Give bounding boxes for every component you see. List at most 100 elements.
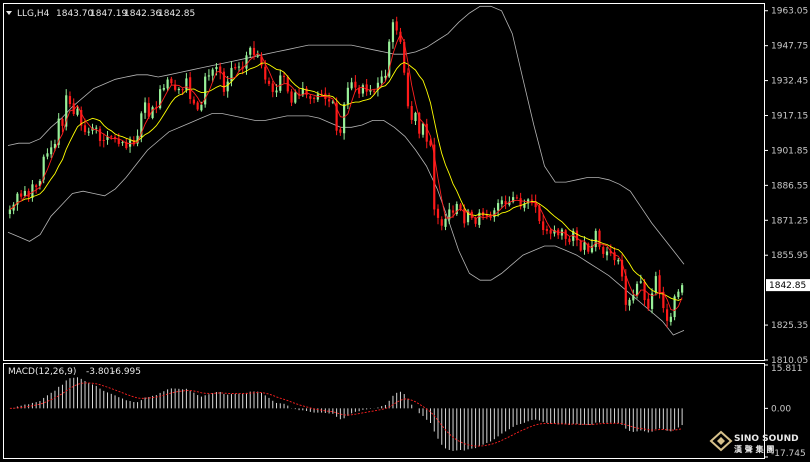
candle (31, 180, 34, 202)
candle (279, 69, 282, 93)
candle (429, 138, 432, 147)
logo-text-en: SINO SOUND (734, 434, 799, 444)
candle (643, 278, 646, 306)
candle (143, 97, 147, 119)
candle (406, 68, 410, 109)
candle (46, 148, 49, 160)
candle (309, 94, 312, 105)
candle (380, 70, 383, 87)
low-value: 1842.36 (124, 9, 161, 19)
candle (459, 202, 462, 212)
candle (136, 129, 139, 147)
candle (339, 126, 342, 136)
price-tick-label: 1963.05 (771, 7, 808, 17)
candle (620, 254, 624, 282)
candle (549, 228, 552, 240)
macd-tick-label: -17.745 (771, 449, 806, 459)
candle (542, 215, 545, 236)
candle (497, 199, 500, 217)
candle (410, 101, 413, 124)
candle (666, 303, 669, 328)
candle (189, 72, 192, 104)
macd-plot-frame (3, 363, 765, 459)
candle (215, 63, 218, 76)
candle (414, 111, 417, 126)
candle (568, 236, 571, 245)
candle (57, 113, 60, 149)
macd-main-value: -3.801 (86, 367, 115, 377)
candle (662, 286, 665, 313)
candle (508, 196, 511, 207)
price-tick-label: 1825.35 (771, 321, 808, 331)
macd-signal-path (9, 382, 683, 447)
moving-averages (9, 33, 683, 311)
candle (237, 62, 241, 72)
candle (478, 209, 481, 228)
candle (343, 102, 346, 140)
candle (545, 225, 549, 235)
price-tick-label: 1901.85 (771, 146, 808, 156)
candle (384, 69, 387, 81)
candle (354, 75, 357, 93)
triangle-down-icon[interactable] (6, 11, 12, 15)
candle (335, 97, 338, 136)
candle (395, 16, 398, 35)
price-tick-label: 1917.15 (771, 112, 808, 122)
ma-slow-line (9, 33, 683, 311)
candle (425, 118, 428, 149)
candle (65, 89, 68, 131)
price-tick-label: 1932.45 (771, 77, 808, 87)
price-tick-label: 1871.25 (771, 216, 808, 226)
macd-title: MACD(12,26,9) (8, 367, 76, 377)
candle (455, 201, 458, 216)
candle (583, 236, 586, 255)
candle (226, 75, 229, 98)
candle (361, 83, 364, 97)
candle (102, 133, 105, 148)
candle (504, 195, 507, 210)
candle (125, 138, 128, 150)
bollinger-lower (7, 113, 685, 336)
candle (331, 100, 334, 105)
candle (328, 92, 331, 108)
candle (527, 198, 530, 210)
candle (20, 189, 23, 200)
candle (177, 87, 180, 94)
candle (376, 77, 380, 97)
open-value: 1843.70 (56, 9, 93, 19)
candle (211, 67, 214, 82)
candle (162, 84, 165, 92)
candle (185, 73, 188, 93)
candle (204, 72, 207, 108)
candle (192, 96, 195, 106)
high-value: 1847.19 (90, 9, 127, 19)
candle (147, 97, 150, 119)
candle (260, 52, 263, 69)
candle (515, 194, 518, 200)
candle (166, 77, 169, 92)
candle (290, 88, 293, 107)
candle (358, 84, 361, 99)
macd-tick-label: 15.811 (771, 364, 803, 374)
candle (617, 258, 620, 265)
candle (87, 127, 90, 136)
candle (174, 79, 177, 92)
candle (151, 105, 154, 120)
diamond-inner-icon (717, 437, 725, 445)
candle (391, 19, 395, 49)
candle (433, 137, 436, 216)
candle (294, 89, 297, 104)
candle (605, 247, 609, 261)
macd-histogram (13, 377, 683, 451)
candle (140, 111, 143, 143)
candle (35, 183, 38, 194)
price-tick-label: 1855.95 (771, 251, 808, 261)
candle (654, 271, 657, 296)
candle (579, 239, 582, 252)
candle (61, 117, 64, 133)
candle (305, 86, 308, 99)
candle (418, 111, 421, 139)
candle (80, 106, 83, 131)
